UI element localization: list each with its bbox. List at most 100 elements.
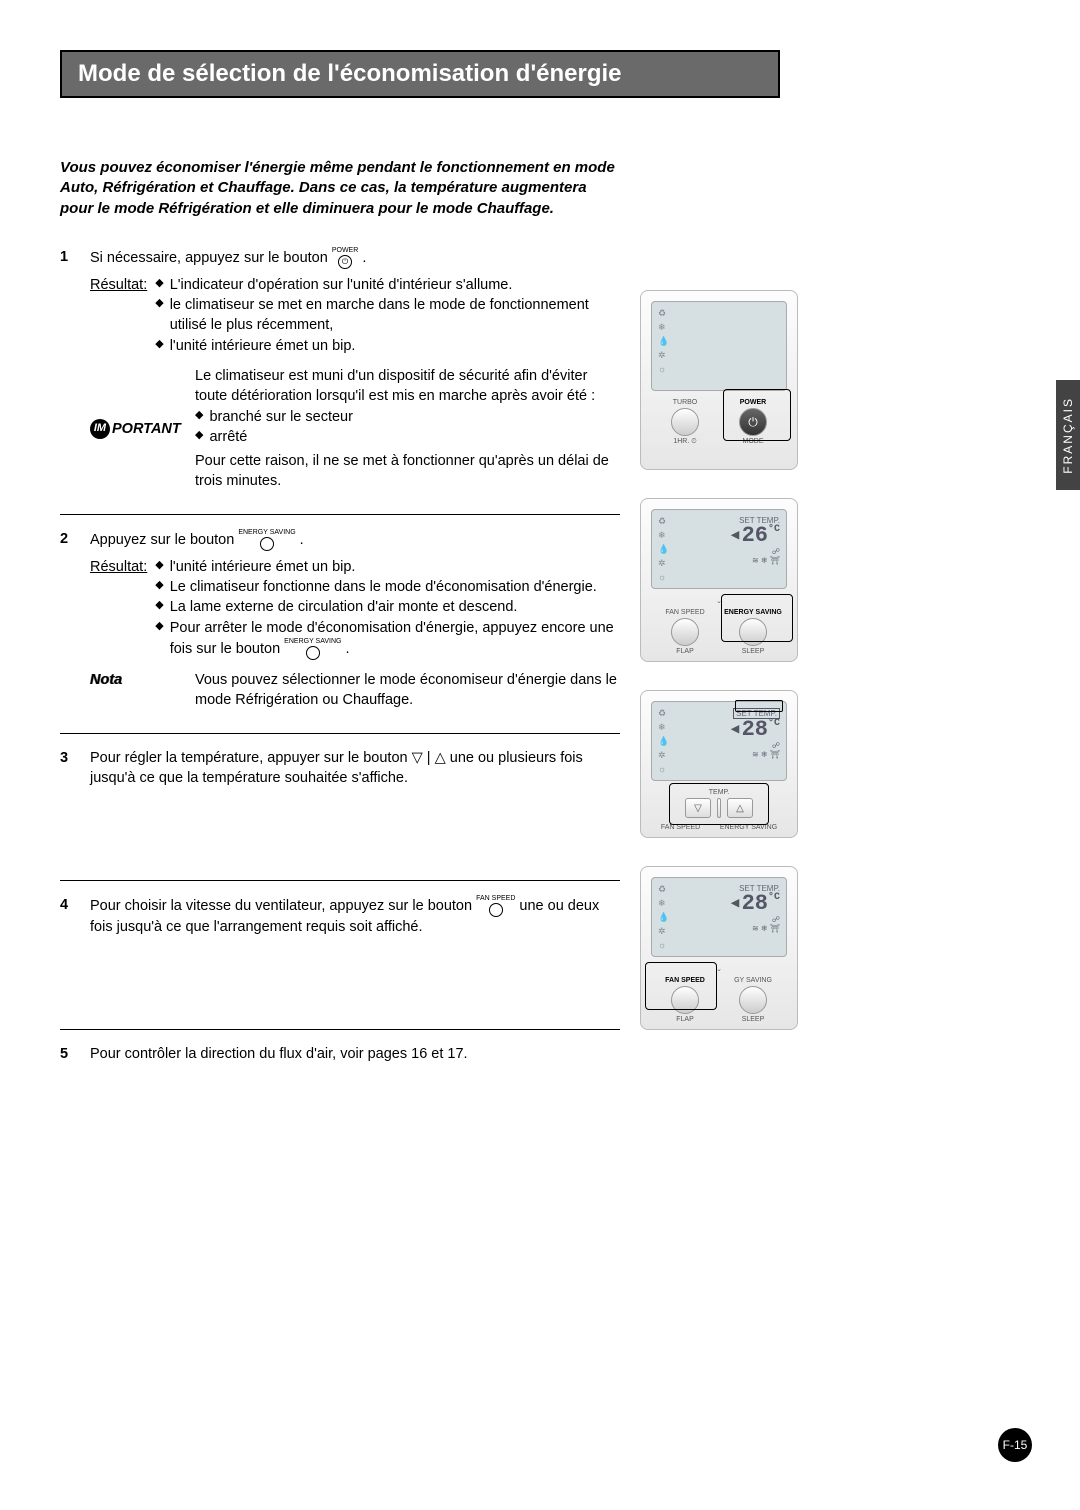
divider: [60, 514, 620, 515]
cool-icon: ❄: [658, 322, 669, 333]
energy-button: [739, 618, 767, 646]
auto-icon: ♻: [658, 708, 669, 719]
language-tab: FRANÇAIS: [1056, 380, 1080, 490]
nota-text: Vous pouvez sélectionner le mode économi…: [195, 670, 620, 711]
swing-icon: ≋ ❄ ⛩: [752, 556, 780, 565]
cool-icon: ❄: [658, 898, 669, 909]
temp-value: 26: [742, 523, 768, 548]
step-body: Pour régler la température, appuyer sur …: [90, 748, 620, 789]
fan-icon: ☍: [772, 741, 780, 750]
divider: [60, 880, 620, 881]
lcd-main: [675, 308, 780, 384]
heat-icon: ☼: [658, 364, 669, 374]
lcd-status-icons: ≋ ❄ ⛩: [752, 750, 780, 759]
temp-buttons: ▽ △: [651, 798, 787, 818]
lcd-temp: ◂26°C: [728, 525, 780, 547]
fanspeed-col: FAN SPEED FLAP: [651, 977, 719, 1023]
step2-text-b: .: [300, 532, 304, 548]
temp-down-button: ▽: [685, 798, 711, 818]
energy-circle-icon: [260, 537, 274, 551]
lcd-temp: ◂28°C: [728, 719, 780, 741]
energy-circle-icon: [306, 646, 320, 660]
power-circle-icon: ⏻: [338, 255, 352, 269]
heat-icon: ☼: [658, 572, 669, 582]
divider-bar: [717, 798, 721, 818]
bullet: l'unité intérieure émet un bip.: [155, 557, 620, 577]
energy-col: ENERGY SAVING SLEEP: [719, 609, 787, 655]
bullet-text: L'indicateur d'opération sur l'unité d'i…: [170, 275, 513, 295]
power-label: POWER: [332, 247, 358, 254]
step-4: 4 Pour choisir la vitesse du ventilateur…: [60, 895, 620, 955]
result-label: Résultat:: [90, 275, 147, 356]
important-row: IMPORTANT Le climatiseur est muni d'un d…: [90, 366, 620, 492]
swing-icon: ≋ ❄ ⛩: [752, 924, 780, 933]
turbo-button: [671, 408, 699, 436]
intro-paragraph: Vous pouvez économiser l'énergie même pe…: [60, 158, 620, 219]
down-arrow: ⌄: [651, 597, 787, 605]
degree-icon: °C: [768, 718, 780, 729]
energy-saving-button-icon: ENERGY SAVING: [238, 529, 295, 551]
step-body: Pour choisir la vitesse du ventilateur, …: [90, 895, 620, 937]
divider: [60, 1029, 620, 1030]
power-button-icon: POWER ⏻: [332, 247, 358, 269]
down-arrow: ⌄: [651, 965, 787, 973]
page-title: Mode de sélection de l'économisation d'é…: [78, 60, 622, 87]
divider: [60, 733, 620, 734]
power-col: POWER ⏻ MODE: [719, 399, 787, 446]
bullet: l'unité intérieure émet un bip.: [155, 336, 620, 356]
lcd-mode-icons: ♻ ❄ 💧 ✲ ☼: [658, 708, 669, 774]
step1-text-a: Si nécessaire, appuyez sur le bouton: [90, 250, 332, 266]
bullet: branché sur le secteur: [195, 407, 620, 427]
bullet-text: l'unité intérieure émet un bip.: [170, 336, 356, 356]
dry-icon: 💧: [658, 544, 669, 555]
step2-bullets: l'unité intérieure émet un bip. Le clima…: [155, 557, 620, 660]
fan-label: FAN SPEED: [476, 895, 515, 902]
energy-label: ENERGY SAVING: [724, 609, 782, 616]
remote-lcd: ♻ ❄ 💧 ✲ ☼: [651, 301, 787, 391]
step-3: 3 Pour régler la température, appuyer su…: [60, 748, 620, 807]
dry-icon: 💧: [658, 336, 669, 347]
energy-saving-button-icon: ENERGY SAVING: [284, 638, 341, 660]
important-tail: Pour cette raison, il ne se met à foncti…: [195, 451, 620, 492]
energy-label: ENERGY SAVING: [284, 638, 341, 645]
dry-icon: 💧: [658, 736, 669, 747]
button-row: FAN SPEED FLAP GY SAVING SLEEP: [651, 977, 787, 1023]
energy-col: GY SAVING SLEEP: [719, 977, 787, 1023]
swing-icon: ≋ ❄ ⛩: [752, 750, 780, 759]
energy-label: ENERGY SAVING: [238, 529, 295, 536]
temp-value: 28: [742, 891, 768, 916]
heat-icon: ☼: [658, 764, 669, 774]
step-number: 5: [60, 1044, 78, 1064]
language-label: FRANÇAIS: [1061, 397, 1075, 474]
lcd-main: SET TEMP. ◂28°C ☍ ≋ ❄ ⛩: [675, 708, 780, 774]
fan-icon: ✲: [658, 350, 669, 361]
fanspeed-label: FAN SPEED: [661, 824, 700, 831]
bullet-text: Le climatiseur fonctionne dans le mode d…: [170, 577, 597, 597]
remote-lcd: ♻ ❄ 💧 ✲ ☼ SET TEMP. ◂28°C ☍ ≋ ❄ ⛩: [651, 701, 787, 781]
page-title-box: Mode de sélection de l'économisation d'é…: [60, 50, 780, 98]
power-button: ⏻: [739, 408, 767, 436]
turbo-label: TURBO: [673, 399, 698, 406]
degree-icon: °C: [768, 892, 780, 903]
remote-lcd: ♻ ❄ 💧 ✲ ☼ SET TEMP. ◂26°C ☍ ≋ ❄ ⛩: [651, 509, 787, 589]
sleep-label: SLEEP: [742, 648, 765, 655]
fanspeed-col: FAN SPEED FLAP: [651, 609, 719, 655]
degree-icon: °C: [768, 524, 780, 535]
auto-icon: ♻: [658, 308, 669, 319]
im-circle-icon: IM: [90, 419, 110, 439]
fanspeed-button: [671, 986, 699, 1014]
lcd-mode-icons: ♻ ❄ 💧 ✲ ☼: [658, 308, 669, 384]
step5-text: Pour contrôler la direction du flux d'ai…: [90, 1046, 468, 1062]
energy-label: GY SAVING: [734, 977, 772, 984]
step1-result: Résultat: L'indicateur d'opération sur l…: [90, 275, 620, 356]
fan-icon: ✲: [658, 558, 669, 569]
bullet: Le climatiseur fonctionne dans le mode d…: [155, 577, 620, 597]
step-2: 2 Appuyez sur le bouton ENERGY SAVING . …: [60, 529, 620, 729]
flap-label: FLAP: [676, 648, 694, 655]
step-body: Appuyez sur le bouton ENERGY SAVING . Ré…: [90, 529, 620, 711]
step-number: 1: [60, 247, 78, 492]
bullet: L'indicateur d'opération sur l'unité d'i…: [155, 275, 620, 295]
remote-fan: ♻ ❄ 💧 ✲ ☼ SET TEMP. ◂28°C ☍ ≋ ❄ ⛩ ⌄ FAN …: [640, 866, 798, 1030]
bullet-text: branché sur le secteur: [209, 407, 352, 427]
fanspeed-button: [671, 618, 699, 646]
